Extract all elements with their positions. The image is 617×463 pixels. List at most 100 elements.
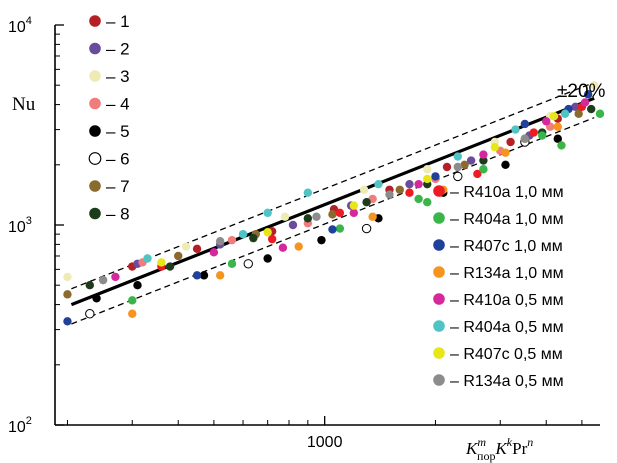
data-point [571, 102, 580, 111]
data-point [453, 152, 462, 161]
x-label-k: k [507, 435, 513, 449]
data-point [317, 235, 326, 245]
y-tick-exp: 2 [26, 415, 32, 427]
lower-band-line [71, 117, 595, 325]
data-point [537, 131, 547, 140]
data-point [63, 317, 72, 326]
data-point [362, 198, 371, 207]
data-point [143, 254, 152, 263]
legend-label: – 5 [106, 122, 130, 141]
legend-label: – 6 [106, 150, 130, 169]
data-point [414, 179, 423, 189]
y-tick-base: 10 [8, 419, 26, 436]
data-point [128, 309, 137, 318]
data-point [349, 201, 359, 210]
legend-marker [433, 320, 445, 332]
legend-marker [433, 347, 445, 359]
data-point [361, 223, 372, 234]
legend-label: – 1 [106, 12, 130, 31]
data-point [423, 165, 432, 174]
x-tick-label: 1000 [307, 434, 343, 451]
data-point [199, 271, 209, 280]
data-point [423, 198, 432, 207]
x-label-k2: K [494, 439, 508, 458]
data-point [328, 210, 337, 219]
legend-label: – 4 [106, 95, 130, 114]
legend-marker [433, 266, 445, 278]
data-point [303, 214, 313, 223]
data-point [328, 225, 337, 234]
error-band [71, 81, 595, 325]
legend-label: – 3 [106, 67, 130, 86]
legend-marker [433, 239, 445, 251]
data-point [423, 174, 432, 184]
data-point [405, 179, 414, 189]
data-point [501, 160, 510, 169]
data-point [542, 117, 551, 126]
data-point [587, 104, 596, 114]
data-point [414, 194, 423, 204]
data-point [267, 234, 277, 244]
data-point [460, 160, 469, 169]
data-point [192, 244, 202, 254]
data-point [335, 208, 345, 218]
data-point [431, 172, 440, 181]
data-point [453, 171, 463, 182]
data-point [479, 165, 488, 174]
legend-left: – 1 – 2 – 3 – 4 – 5 – 6 – 7 – 8 [88, 12, 130, 224]
legend-right: – R410a 1,0 мм – R404a 1,0 мм – R407c 1,0 … [433, 184, 564, 390]
data-point [385, 190, 394, 199]
data-point [249, 233, 258, 243]
data-point [227, 235, 237, 245]
data-point [560, 109, 570, 118]
data-point [511, 125, 520, 134]
x-label-por: пор [477, 449, 495, 463]
legend-label: – R404a 1,0 мм [450, 211, 564, 228]
data-point [63, 290, 72, 299]
data-point [294, 242, 303, 251]
legend-label: – R407c 1,0 мм [450, 238, 563, 255]
data-point [157, 258, 166, 267]
data-point [85, 309, 95, 319]
data-point [209, 248, 219, 257]
data-point [215, 236, 225, 246]
data-point [520, 119, 530, 129]
data-point [557, 141, 566, 150]
legend-marker [89, 125, 101, 137]
data-point [165, 262, 175, 271]
data-point [349, 208, 359, 218]
legend-marker [433, 185, 445, 197]
legend-marker [88, 152, 102, 165]
y-tick-exp: 3 [26, 215, 32, 227]
data-point [278, 243, 288, 252]
legend-marker [89, 207, 101, 220]
data-point [595, 109, 605, 118]
legend-label: – R410a 1,0 мм [450, 184, 564, 201]
y-tick-exp: 4 [26, 15, 32, 27]
data-point [92, 294, 101, 303]
y-tick-base: 10 [8, 219, 26, 236]
data-point [263, 254, 272, 263]
legend-label: – 7 [106, 177, 130, 196]
data-point [215, 271, 225, 280]
data-point [133, 281, 142, 290]
data-point [312, 212, 321, 221]
data-point [98, 275, 108, 285]
legend-label: – R404a 0,5 мм [450, 319, 564, 336]
data-point [553, 134, 562, 143]
x-label-pr: Pr [512, 439, 527, 458]
data-point [583, 90, 593, 99]
data-point [479, 150, 488, 159]
data-point [453, 162, 462, 172]
legend-marker [89, 15, 101, 27]
data-point [181, 242, 191, 251]
legend-label: – R410a 0,5 мм [450, 292, 564, 309]
y-tick-label: 103 [8, 215, 32, 236]
data-point [442, 162, 452, 172]
data-point [368, 212, 377, 221]
legend-label: – R407c 0,5 мм [450, 346, 563, 363]
legend-marker [433, 293, 445, 305]
data-point [263, 228, 272, 237]
data-point [501, 148, 510, 157]
